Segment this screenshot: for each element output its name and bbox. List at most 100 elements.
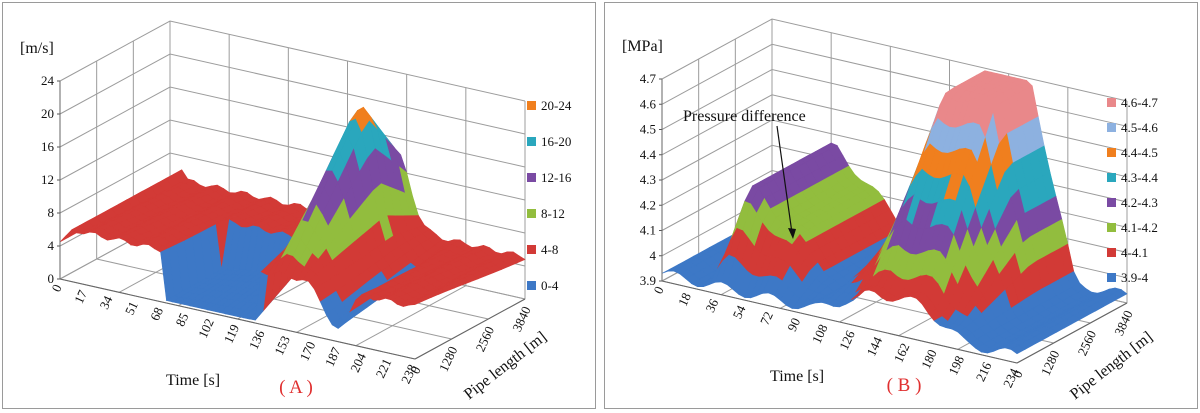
gridline-z [59, 86, 526, 168]
y-tick-label: 3840 [1111, 308, 1136, 338]
x-tick-label: 54 [730, 302, 749, 321]
x-tick-label: 187 [322, 344, 344, 368]
legend-swatch [1107, 248, 1116, 257]
legend-swatch [527, 281, 536, 290]
legend-label: 12-16 [541, 170, 572, 185]
z-tick-label: 4 [48, 238, 55, 253]
x-tick-label: 36 [702, 296, 721, 315]
x-tick-label: 180 [918, 347, 940, 371]
legend-label: 4.1-4.2 [1121, 220, 1158, 235]
x-tick-label: 0 [48, 282, 64, 294]
x-axis-title: Time [s] [166, 372, 220, 389]
legend-label: 16-20 [541, 134, 571, 149]
z-tick-label: 20 [41, 106, 54, 121]
legend-swatch [1107, 173, 1116, 182]
panel-label: ( A ) [279, 377, 313, 398]
gridline-z [59, 53, 526, 135]
z-unit-label: [m/s] [20, 40, 54, 57]
z-unit-label: [MPa] [622, 38, 663, 55]
legend-swatch [527, 137, 536, 146]
x-tick-label: 108 [809, 322, 831, 346]
x-tick-label: 238 [398, 362, 420, 386]
y-axis-line [1016, 302, 1128, 364]
z-tick-label: 8 [48, 205, 55, 220]
surface-cell [59, 231, 75, 243]
x-tick-label: 34 [96, 293, 115, 312]
legend-swatch [527, 101, 536, 110]
legend-swatch [527, 173, 536, 182]
x-axis-line [661, 280, 1018, 364]
x-tick-label: 216 [973, 359, 995, 383]
z-tick-label: 3.9 [640, 273, 656, 288]
z-tick-label: 4.3 [640, 172, 656, 187]
z-tick-label: 4.7 [640, 71, 657, 86]
gridline-z [59, 20, 526, 102]
x-tick-label: 102 [195, 316, 217, 340]
z-tick-label: 4 [650, 248, 657, 263]
floor-gridline [355, 285, 467, 347]
x-axis-line [59, 278, 416, 360]
surface-cell [408, 300, 424, 306]
x-tick-label: 136 [246, 327, 268, 351]
gridline-z [59, 119, 526, 201]
panel-b: 3.9 4 4.1 4.2 4.3 4.4 4.5 4.6 4.7 [MPa] 0 18 36 54 72 9… [604, 2, 1198, 409]
z-tick-label: 16 [41, 139, 55, 154]
gridline-z [661, 18, 1128, 102]
x-tick-label: 170 [296, 339, 318, 363]
x-tick-label: 51 [122, 299, 141, 317]
legend-label: 4.6-4.7 [1121, 95, 1158, 110]
legend-label: 4.4-4.5 [1121, 145, 1158, 160]
x-tick-label: 0 [650, 284, 666, 296]
y-tick-label: 1280 [1038, 348, 1063, 378]
x-tick-label: 17 [71, 287, 90, 306]
legend-swatch [1107, 223, 1116, 232]
x-tick-label: 204 [347, 350, 369, 374]
legend-swatch [1107, 98, 1116, 107]
x-tick-label: 126 [836, 328, 858, 352]
legend-label: 0-4 [541, 278, 559, 293]
y-tick-label: 3840 [509, 304, 534, 334]
legend-label: 4.5-4.6 [1121, 120, 1158, 135]
x-tick-label: 18 [675, 290, 694, 308]
legend-label: 4.3-4.4 [1121, 170, 1158, 185]
x-tick-label: 162 [891, 341, 913, 365]
legend-swatch [1107, 123, 1116, 132]
x-tick-label: 119 [221, 322, 243, 346]
y-tick-label: 1280 [436, 344, 461, 374]
z-tick-label: 4.2 [640, 197, 656, 212]
legend-swatch [1107, 198, 1116, 207]
z-tick-label: 12 [41, 172, 54, 187]
y-axis-title: Pipe length [m] [461, 328, 550, 403]
legend-swatch [1107, 148, 1116, 157]
x-tick-label: 85 [172, 311, 191, 329]
x-tick-label: 198 [945, 353, 967, 377]
legend-label: 4-8 [541, 242, 558, 257]
z-tick-label: 24 [41, 73, 55, 88]
surface-cell [1010, 344, 1026, 355]
legend-label: 3.9-4 [1121, 270, 1149, 285]
legend-swatch [527, 245, 536, 254]
z-tick-label: 4.6 [640, 96, 657, 111]
panel-label: ( B ) [887, 375, 922, 396]
x-tick-label: 72 [757, 309, 776, 327]
annotation-arrowhead [788, 228, 796, 239]
legend-a: 20-24 16-20 12-16 8-12 4-8 0-4 [527, 98, 572, 293]
z-tick-label: 4.5 [640, 122, 656, 137]
x-axis-title: Time [s] [770, 368, 824, 385]
legend-label: 4.2-4.3 [1121, 195, 1158, 210]
x-tick-label: 90 [784, 315, 803, 333]
z-tick-label: 0 [48, 271, 55, 286]
x-tick-label: 221 [373, 356, 395, 380]
legend-b: 4.6-4.7 4.5-4.6 4.4-4.5 4.3-4.4 4.2-4.3 4.1-4… [1107, 95, 1158, 285]
legend-swatch [1107, 273, 1116, 282]
y-tick-label: 2560 [1074, 328, 1099, 358]
annotation-arrow [776, 125, 793, 234]
surface-a [59, 106, 526, 329]
z-tick-label: 4.1 [640, 223, 656, 238]
z-tick-label: 4.4 [640, 147, 657, 162]
y-tick-label: 2560 [472, 324, 497, 354]
legend-label: 8-12 [541, 206, 565, 221]
panel-a: 0 4 8 12 16 20 24 [m/s] 0 17 34 51 68 85 102 119 136 153 1… [2, 2, 596, 409]
